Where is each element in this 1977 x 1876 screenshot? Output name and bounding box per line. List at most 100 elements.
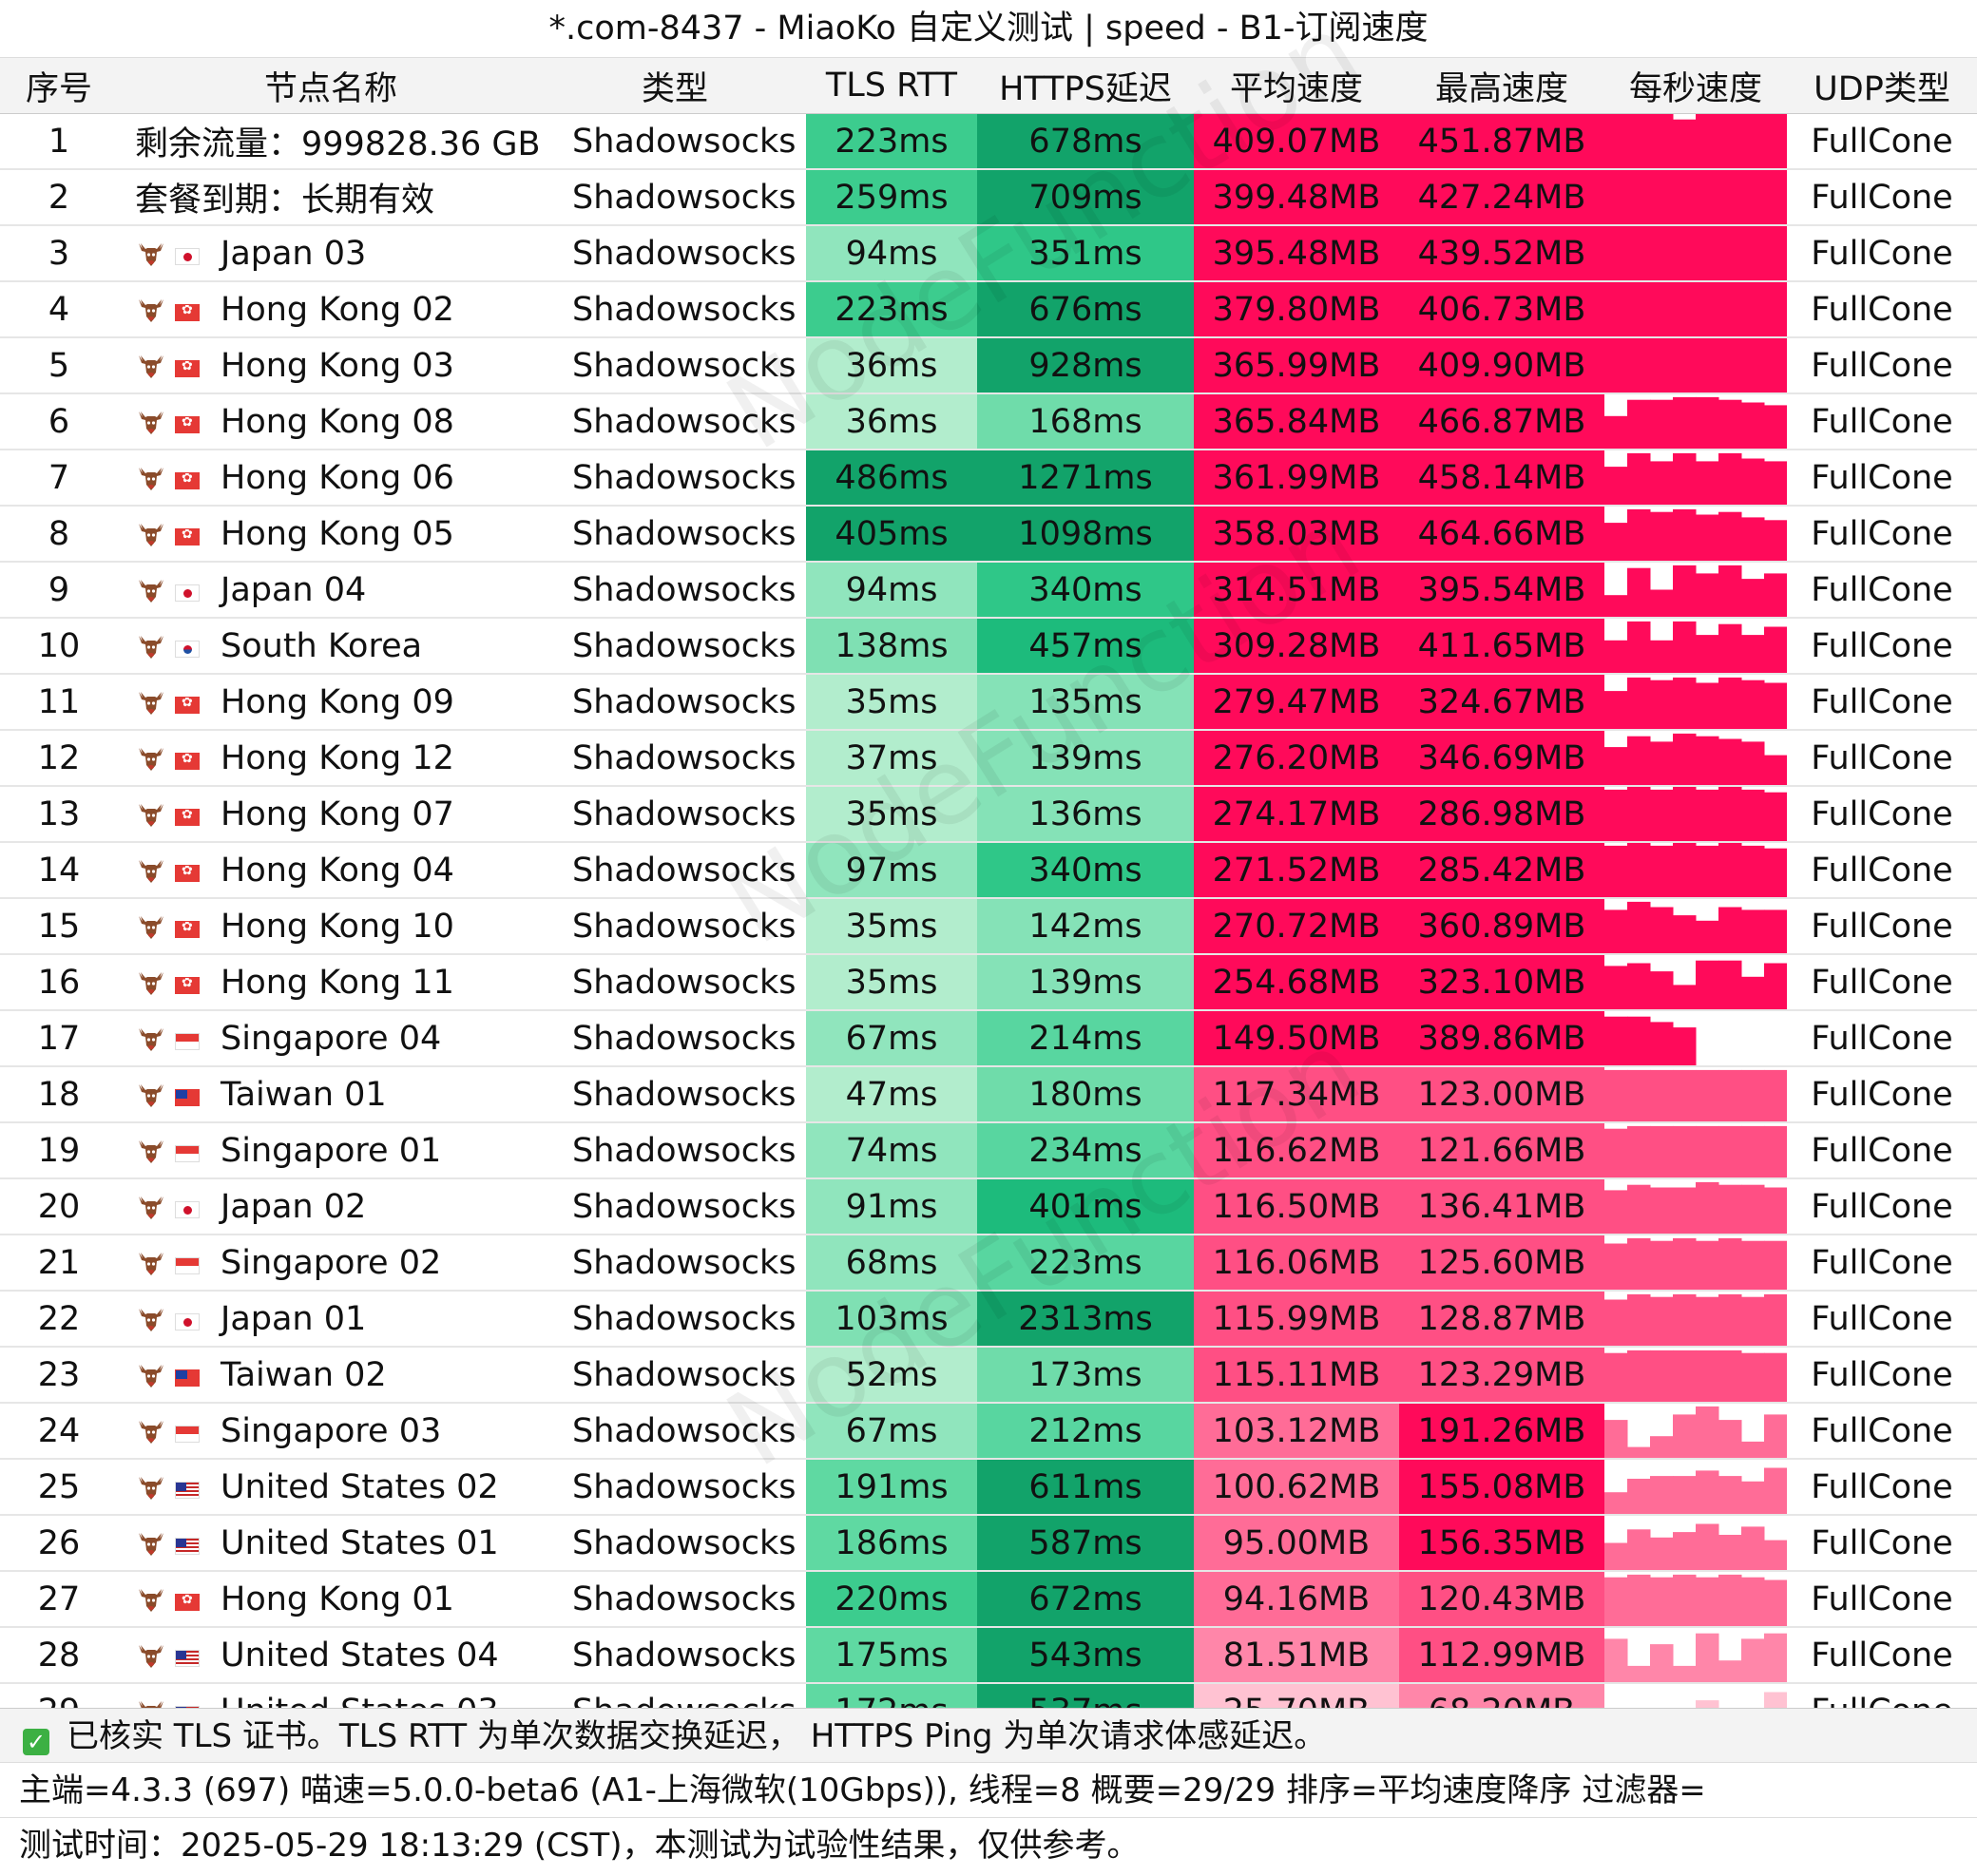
sparkline-bar	[1764, 1125, 1787, 1177]
table-row[interactable]: 12 Hong Kong 12 Shadowsocks37ms139ms276.20…	[0, 730, 1977, 787]
https-latency: 709ms	[977, 169, 1194, 226]
sparkline-bar	[1741, 1352, 1765, 1401]
table-row[interactable]: 3 Japan 03 Shadowsocks 94ms 351ms 395.48MB 439…	[0, 225, 1977, 282]
table-row[interactable]: 11 Hong Kong 09 Shadowsocks35ms135ms279.47…	[0, 674, 1977, 731]
sparkline-bar	[1673, 565, 1697, 616]
table-row[interactable]: 18 Taiwan 01 Shadowsocks 47ms 180ms 117.34MB 1…	[0, 1066, 1977, 1123]
sparkline-bar	[1696, 1296, 1719, 1345]
table-row[interactable]: 28 United States 04 Shadowsocks 175ms 543ms 8…	[0, 1627, 1977, 1684]
row-number: 11	[0, 674, 118, 731]
col-header-type[interactable]: 类型	[544, 58, 806, 114]
node-name-cell: Japan 03	[118, 225, 544, 282]
table-row[interactable]: 27 Hong Kong 01 Shadowsocks220ms672ms94.16…	[0, 1571, 1977, 1628]
table-row[interactable]: 25 United States 02 Shadowsocks 191ms 611ms 1…	[0, 1459, 1977, 1516]
table-row[interactable]: 9 Japan 04 Shadowsocks 94ms 340ms 314.51MB 395…	[0, 562, 1977, 619]
sparkline-bar	[1627, 567, 1651, 616]
sparkline-bar	[1741, 1296, 1765, 1345]
tls-rtt: 35ms	[806, 898, 977, 955]
speed-sparkline	[1604, 1069, 1787, 1120]
row-number: 26	[0, 1515, 118, 1572]
table-row[interactable]: 16 Hong Kong 11 Shadowsocks35ms139ms254.68…	[0, 954, 1977, 1011]
avg-speed: 276.20MB	[1194, 730, 1399, 787]
protocol-type: Shadowsocks	[544, 898, 806, 955]
speed-sparkline	[1604, 170, 1787, 223]
tls-rtt: 186ms	[806, 1515, 977, 1572]
sparkline-bar	[1718, 1125, 1742, 1177]
row-number: 21	[0, 1235, 118, 1292]
table-row[interactable]: 8 Hong Kong 05 Shadowsocks405ms1098ms358.0…	[0, 506, 1977, 563]
protocol-type: Shadowsocks	[544, 1010, 806, 1067]
protocol-type: Shadowsocks	[544, 1122, 806, 1179]
sparkline-bar	[1604, 640, 1628, 672]
sparkline-bar	[1718, 399, 1742, 448]
table-row[interactable]: 24 Singapore 03 Shadowsocks 67ms 212ms 103.12…	[0, 1403, 1977, 1460]
sparkline-bar	[1673, 119, 1697, 168]
table-row[interactable]: 22 Japan 01 Shadowsocks 103ms 2313ms 115.99MB…	[0, 1291, 1977, 1348]
sparkline-bar	[1650, 907, 1674, 952]
row-number: 10	[0, 618, 118, 675]
sparkline-bar	[1627, 677, 1651, 728]
col-header-tls[interactable]: TLS RTT	[806, 58, 977, 114]
https-latency: 678ms	[977, 113, 1194, 170]
sparkline-bar	[1673, 226, 1697, 279]
table-row[interactable]: 21 Singapore 02 Shadowsocks 68ms 223ms 116.06…	[0, 1235, 1977, 1292]
speed-sparkline	[1604, 621, 1787, 672]
deer-icon	[135, 911, 167, 939]
row-number: 23	[0, 1347, 118, 1404]
col-header-udp[interactable]: UDP类型	[1787, 58, 1977, 114]
table-row[interactable]: 15 Hong Kong 10 Shadowsocks35ms142ms270.72…	[0, 898, 1977, 955]
sparkline-bar	[1696, 1577, 1719, 1625]
sparkline-bar	[1673, 915, 1697, 952]
table-row[interactable]: 7 Hong Kong 06 Shadowsocks486ms1271ms361.9…	[0, 450, 1977, 507]
table-row[interactable]: 5 Hong Kong 03 Shadowsocks36ms928ms365.99M…	[0, 337, 1977, 394]
table-row[interactable]: 2 套餐到期：长期有效 Shadowsocks 259ms 709ms 399.48MB 4…	[0, 169, 1977, 226]
table-row[interactable]: 6 Hong Kong 08 Shadowsocks36ms168ms365.84M…	[0, 393, 1977, 450]
sparkline-bar	[1696, 960, 1719, 1008]
sparkline-bar	[1718, 1350, 1742, 1401]
table-row[interactable]: 19 Singapore 01 Shadowsocks 74ms 234ms 116.62…	[0, 1122, 1977, 1179]
table-row[interactable]: 20 Japan 02 Shadowsocks 91ms 401ms 116.50MB 13…	[0, 1178, 1977, 1235]
table-row[interactable]: 23 Taiwan 02 Shadowsocks 52ms 173ms 115.11MB 1…	[0, 1347, 1977, 1404]
tls-rtt: 223ms	[806, 281, 977, 338]
table-row[interactable]: 1 剩余流量：999828.36 GB Shadowsocks 223ms 678ms 4…	[0, 113, 1977, 170]
sparkline-bar	[1673, 282, 1697, 335]
avg-speed: 149.50MB	[1194, 1010, 1399, 1067]
table-row[interactable]: 17 Singapore 04 Shadowsocks 67ms 214ms 149.50…	[0, 1010, 1977, 1067]
avg-speed: 274.17MB	[1194, 786, 1399, 843]
udp-type: FullCone	[1787, 618, 1977, 675]
deer-icon	[135, 743, 167, 771]
table-row[interactable]: 4 Hong Kong 02 Shadowsocks223ms676ms379.80…	[0, 281, 1977, 338]
table-row[interactable]: 14 Hong Kong 04 Shadowsocks97ms340ms271.52…	[0, 842, 1977, 899]
https-latency: 135ms	[977, 674, 1194, 731]
sparkline-bar	[1650, 1125, 1674, 1177]
node-name-cell: Singapore 04	[118, 1010, 544, 1067]
table-row[interactable]: 13 Hong Kong 07 Shadowsocks35ms136ms274.17…	[0, 786, 1977, 843]
sparkline-bar	[1718, 170, 1742, 223]
col-header-persec[interactable]: 每秒速度	[1604, 58, 1787, 114]
col-header-name[interactable]: 节点名称	[118, 58, 544, 114]
sparkline-bar	[1673, 733, 1697, 784]
sparkline-bar	[1696, 682, 1719, 728]
sg-flag-icon	[175, 1144, 200, 1162]
col-header-avg[interactable]: 平均速度	[1194, 58, 1399, 114]
https-latency: 351ms	[977, 225, 1194, 282]
sparkline-bar	[1627, 508, 1651, 560]
sparkline-bar	[1764, 1633, 1787, 1681]
max-speed: 125.60MB	[1399, 1235, 1604, 1292]
row-number: 12	[0, 730, 118, 787]
deer-icon	[135, 1640, 167, 1668]
sparkline-bar	[1718, 1184, 1742, 1233]
node-name: Japan 04	[221, 570, 367, 609]
node-name-cell: Hong Kong 03	[118, 337, 544, 394]
row-number: 7	[0, 450, 118, 507]
sparkline-bar	[1627, 1125, 1651, 1177]
protocol-type: Shadowsocks	[544, 506, 806, 563]
sparkline-bar	[1696, 338, 1719, 392]
sparkline-bar	[1764, 1467, 1787, 1513]
table-row[interactable]: 10 South Korea Shadowsocks 138ms 457ms 309.28…	[0, 618, 1977, 675]
col-header-no[interactable]: 序号	[0, 58, 118, 114]
node-name-cell: United States 02	[118, 1459, 544, 1516]
col-header-https[interactable]: HTTPS延迟	[977, 58, 1194, 114]
table-row[interactable]: 26 United States 01 Shadowsocks 186ms 587ms 9…	[0, 1515, 1977, 1572]
col-header-max[interactable]: 最高速度	[1399, 58, 1604, 114]
